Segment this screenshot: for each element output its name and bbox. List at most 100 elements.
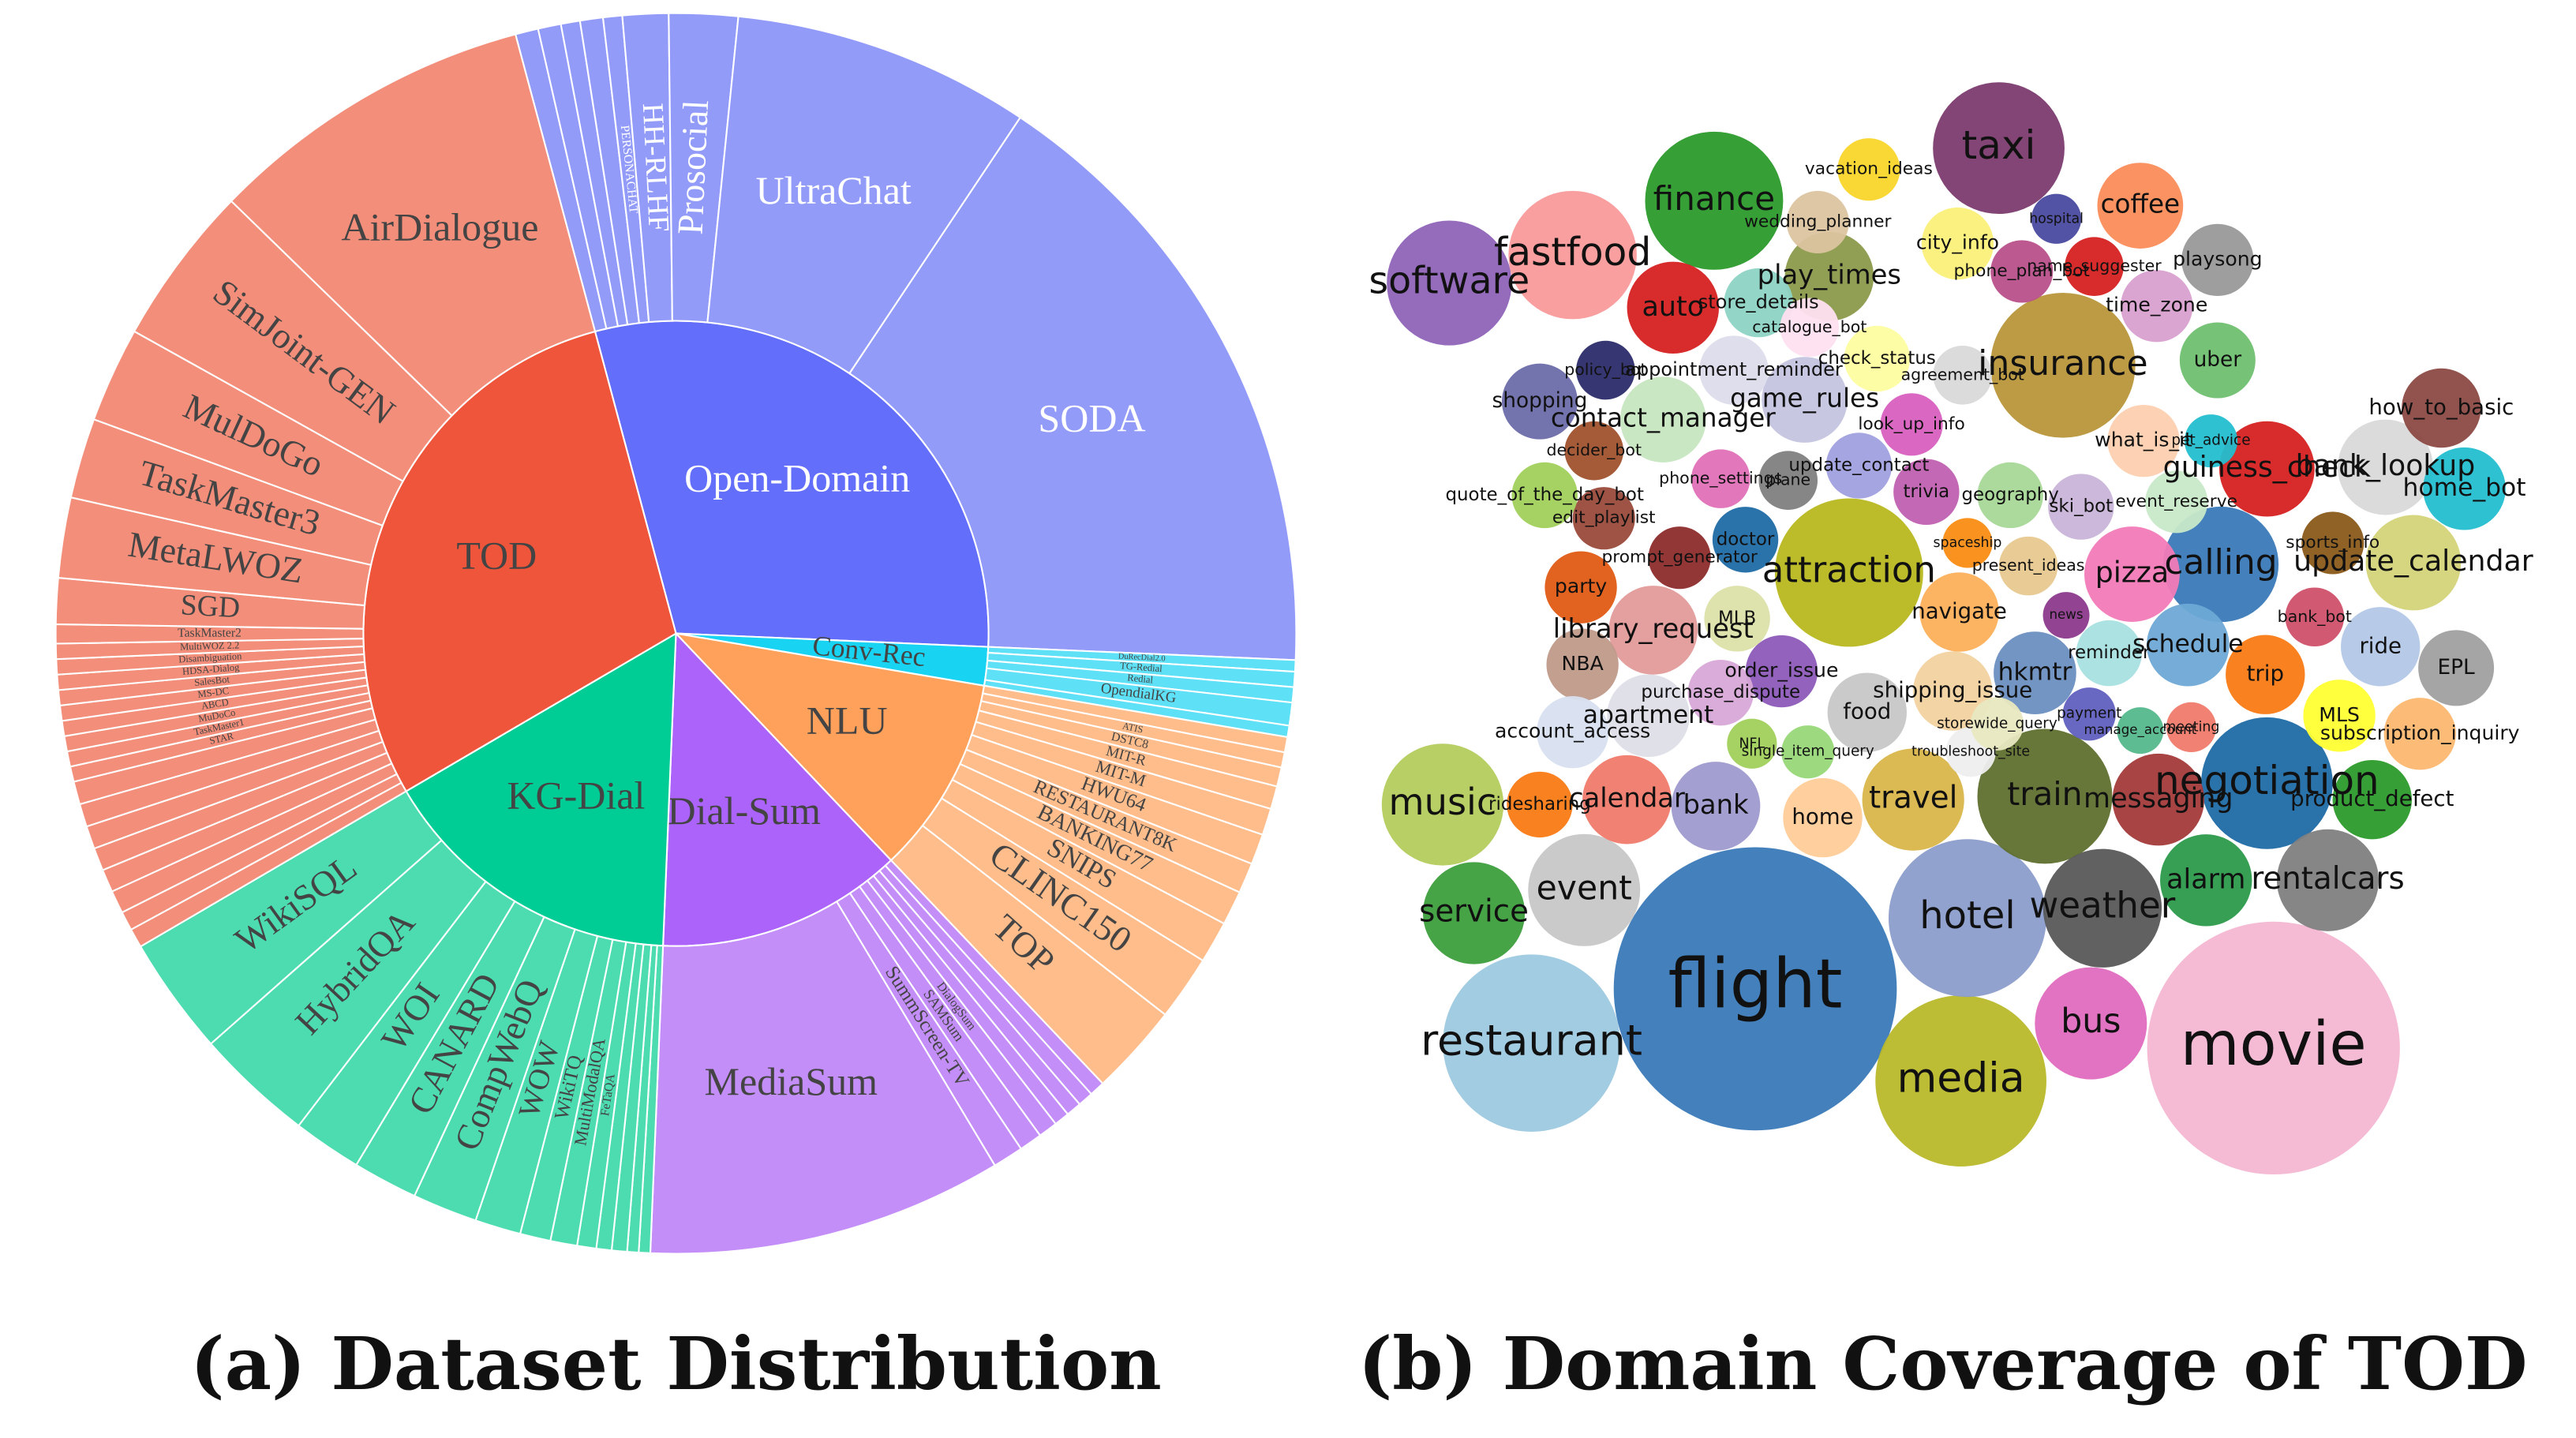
- bubble: [1893, 459, 1960, 526]
- bubble: [2042, 592, 2090, 639]
- bubble: [2065, 237, 2124, 297]
- bubble-label: plane: [1765, 470, 1810, 489]
- bubble: [1724, 268, 1793, 338]
- bubble-label: auto: [1642, 291, 1705, 323]
- bubble: [1919, 572, 1999, 652]
- inner-label: Open-Domain: [684, 456, 910, 500]
- bubble: [1687, 659, 1754, 726]
- bubble: [1608, 586, 1698, 675]
- bubble-label: attraction: [1762, 549, 1936, 590]
- bubble: [1422, 862, 1526, 964]
- bubble-label: what_is_it: [2095, 429, 2192, 451]
- bubble-label: city_info: [1916, 231, 1999, 254]
- bubble: [1704, 586, 1770, 652]
- bubble: [1544, 551, 1617, 624]
- bubble-label: train: [2007, 775, 2082, 813]
- bubble: [1875, 995, 2046, 1167]
- outer-label: HH-RLHF: [636, 103, 676, 233]
- bubble: [1699, 335, 1769, 405]
- bubble-label: calendar: [1569, 783, 1685, 814]
- bubble: [2218, 421, 2315, 517]
- bubble: [2332, 759, 2413, 840]
- bubble: [1977, 462, 2043, 529]
- bubble-label: update_calendar: [2293, 544, 2533, 578]
- bubble: [1619, 376, 1706, 462]
- bubble: [1712, 507, 1779, 573]
- bubble: [1762, 357, 1848, 443]
- bubble: [2031, 193, 2082, 244]
- bubble: [1758, 451, 1818, 511]
- outer-label: SODA: [1038, 396, 1145, 440]
- bubble: [2160, 834, 2252, 927]
- bubble-label: doctor: [1717, 529, 1775, 549]
- bubble: [1913, 651, 1993, 731]
- bubble-label: MLB: [1718, 608, 1756, 628]
- bubble-label: food: [1843, 698, 1891, 725]
- bubble-label: trivia: [1903, 481, 1949, 502]
- caption: (a) Dataset Distribution: [190, 1321, 1162, 1406]
- bubble-label: how_to_basic: [2368, 394, 2514, 420]
- caption: (b) Domain Coverage of TOD: [1358, 1321, 2528, 1406]
- bubble-label: alarm: [2166, 863, 2245, 895]
- bubble: [1607, 674, 1690, 758]
- bubble-label: shipping_issue: [1873, 677, 2032, 703]
- bubble-label: trip: [2247, 661, 2284, 687]
- bubble-label: phone_settings: [1659, 469, 1782, 489]
- outer-label: TG-Redial: [1120, 660, 1163, 674]
- inner-label: NLU: [807, 698, 888, 743]
- outer-sector: [230, 33, 597, 417]
- bubble: [1536, 696, 1609, 769]
- outer-label: SGD: [180, 588, 241, 624]
- bubble-label: store_details: [1698, 291, 1819, 313]
- bubble-label: product_defect: [2290, 785, 2454, 811]
- bubble: [2042, 848, 2162, 968]
- bubble-label: event: [1537, 868, 1632, 908]
- bubble-label: payment: [2057, 706, 2121, 722]
- bubble: [1774, 498, 1923, 647]
- bubble-label: service: [1419, 893, 1529, 929]
- bubble: [1648, 526, 1711, 590]
- bubble-label: pizza: [2095, 556, 2169, 590]
- bubble-label: MLS: [2319, 703, 2360, 726]
- outer-label: MediaSum: [705, 1059, 878, 1103]
- bubble-label: home_bot: [2403, 474, 2526, 502]
- bubble-label: hkmtr: [1998, 658, 2072, 687]
- bubble-label: flight: [1668, 945, 1843, 1024]
- bubble: [1990, 240, 2054, 303]
- bubble: [2146, 603, 2230, 687]
- bubble: [1576, 340, 1635, 400]
- bubble-label: weather: [2030, 885, 2176, 927]
- outer-sector: [848, 116, 1297, 661]
- outer-label: MultiWOZ 2.2: [180, 639, 240, 652]
- bubble: [2145, 470, 2208, 534]
- bubble-label: negotiation: [2155, 758, 2379, 803]
- bubble-label: troubleshoot_site: [1911, 744, 2030, 760]
- bubble: [2341, 607, 2421, 687]
- bubble: [1977, 728, 2113, 864]
- bubble-label: event_reserve: [2115, 492, 2237, 511]
- bubble-label: sports_info: [2286, 533, 2379, 552]
- bubble-label: ski_bot: [2050, 496, 2114, 517]
- bubble: [1381, 743, 1504, 866]
- bubble-label: decider_bot: [1546, 440, 1642, 460]
- bubble: [1511, 462, 1578, 529]
- bubble-label: wedding_planner: [1744, 212, 1891, 231]
- bubble: [1443, 954, 1620, 1132]
- bubble: [1781, 725, 1835, 779]
- bubble: [1508, 190, 1637, 320]
- bubble-label: policy_bot: [1564, 360, 1646, 380]
- outer-label: Prosocial: [670, 99, 717, 236]
- bubble-label: agreement_bot: [1901, 365, 2024, 384]
- bubble-label: appointment_reminder: [1625, 358, 1843, 380]
- bubble: [1507, 771, 1573, 838]
- bubble-label: library_request: [1553, 613, 1754, 644]
- bubble-label: ride: [2359, 632, 2402, 658]
- bubble-label: look_up_info: [1858, 414, 1964, 434]
- bubble: [2276, 829, 2379, 931]
- bubble: [2147, 921, 2400, 1175]
- bubble-label: bank_lookup: [2296, 448, 2476, 482]
- bubble: [1627, 261, 1720, 354]
- bubble-label: contact_manager: [1551, 403, 1776, 433]
- bubble: [1645, 131, 1784, 270]
- bubble: [2166, 702, 2217, 753]
